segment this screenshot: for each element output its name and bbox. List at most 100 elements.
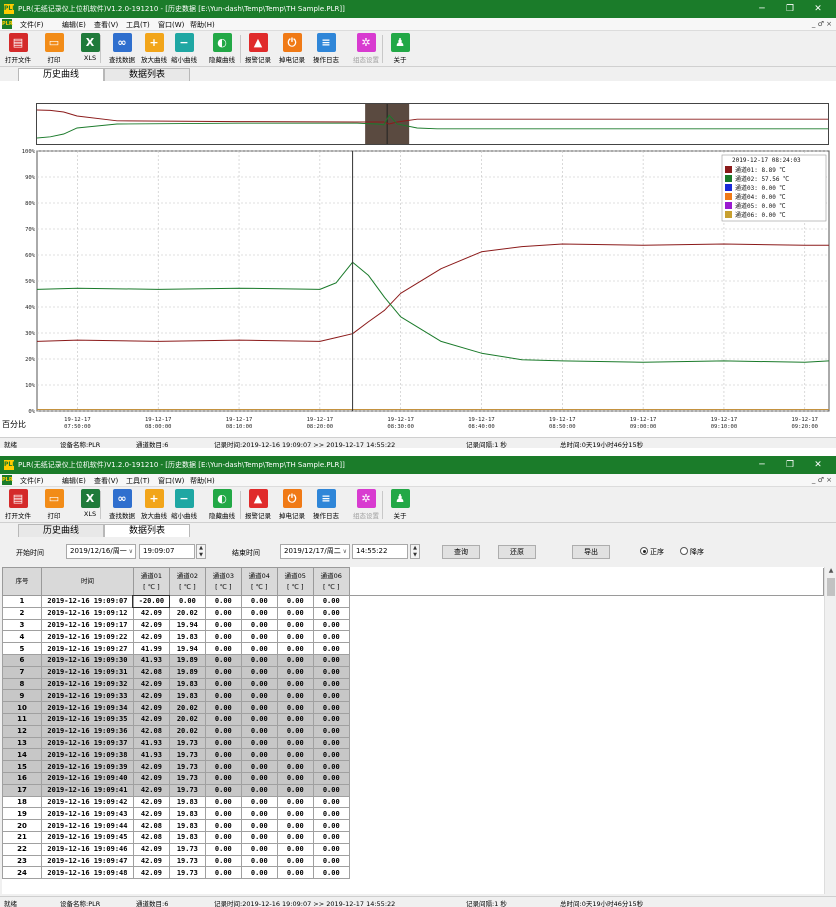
table-row[interactable]: 22 2019-12-16 19:09:46 42.09 19.73 0.00 0.00 0… xyxy=(2,842,824,856)
table-row[interactable]: 20 2019-12-16 19:09:44 42.08 19.83 0.00 0.00 0… xyxy=(2,819,824,832)
start-time-spinner[interactable]: ▲ ▼ xyxy=(196,544,206,559)
scroll-up-icon[interactable]: ▲ xyxy=(828,567,834,574)
column-header[interactable]: 通道01 [ ℃ ] xyxy=(132,567,170,596)
column-header[interactable]: 序号 xyxy=(2,567,42,596)
start-time-field[interactable]: 19:09:07 xyxy=(139,544,195,559)
menu-file[interactable]: 文件(F) xyxy=(20,477,44,485)
table-row[interactable]: 2 2019-12-16 19:09:12 42.09 20.02 0.00 0.00 0.… xyxy=(2,606,824,620)
toolbar-button-binoculars[interactable]: ∞ 查找数据 xyxy=(106,489,138,521)
document-icon[interactable]: PLR xyxy=(2,19,13,29)
toolbar-button-about-person[interactable]: ♟ 关于 xyxy=(384,33,416,65)
overview-chart[interactable] xyxy=(36,103,829,145)
desc-order-radio[interactable]: 降序 xyxy=(680,547,704,557)
table-row[interactable]: 18 2019-12-16 19:09:42 42.09 19.83 0.00 0.00 0… xyxy=(2,795,824,809)
menu-tools[interactable]: 工具(T) xyxy=(126,477,150,485)
toolbar-button-excel[interactable]: X XLS xyxy=(74,33,106,65)
tab-data-list[interactable]: 数据列表 xyxy=(104,524,190,538)
export-button[interactable]: 导出 xyxy=(572,545,610,559)
toolbar-button-excel[interactable]: X XLS xyxy=(74,489,106,521)
tab-data-list[interactable]: 数据列表 xyxy=(104,68,190,81)
column-header[interactable]: 通道03 [ ℃ ] xyxy=(204,567,242,596)
toolbar-button-log[interactable]: ≡ 操作日志 xyxy=(310,489,342,521)
toolbar-button-settings-gear[interactable]: ✲ 组态设置 xyxy=(350,489,382,521)
toolbar-button-print[interactable]: ▭ 打印 xyxy=(38,489,70,521)
menu-view[interactable]: 查看(V) xyxy=(94,21,119,29)
toolbar-button-hide-curve[interactable]: ◐ 隐藏曲线 xyxy=(206,33,238,65)
menu-help[interactable]: 帮助(H) xyxy=(190,477,215,485)
table-row[interactable]: 3 2019-12-16 19:09:17 42.09 19.94 0.00 0.00 0.… xyxy=(2,618,824,632)
toolbar-button-zoom-in[interactable]: + 放大曲线 xyxy=(138,33,170,65)
menu-file[interactable]: 文件(F) xyxy=(20,21,44,29)
vertical-scrollbar[interactable]: ▲ xyxy=(824,567,836,894)
toolbar-button-zoom-out[interactable]: − 缩小曲线 xyxy=(168,33,200,65)
menu-help[interactable]: 帮助(H) xyxy=(190,21,215,29)
mdi-child-controls[interactable]: _ ♂ × xyxy=(811,20,832,28)
table-row[interactable]: 17 2019-12-16 19:09:41 42.09 19.73 0.00 0.00 0… xyxy=(2,783,824,797)
menu-view[interactable]: 查看(V) xyxy=(94,477,119,485)
column-header[interactable]: 时间 xyxy=(40,567,134,596)
toolbar-button-power[interactable]: ⏻ 掉电记录 xyxy=(276,489,308,521)
toolbar-button-zoom-out[interactable]: − 缩小曲线 xyxy=(168,489,200,521)
tab-history-curve[interactable]: 历史曲线 xyxy=(18,524,104,537)
toolbar-button-open-file[interactable]: ▤ 打开文件 xyxy=(0,33,36,65)
document-icon[interactable]: PLR xyxy=(2,475,13,485)
restore-button[interactable]: ❐ xyxy=(785,4,795,14)
history-line-chart[interactable]: 100% 90% 80% 70% 60% 50% 40% 30% 20% 10% 0% 19-12-1… xyxy=(0,147,836,437)
start-date-picker[interactable]: 2019/12/16/周一 ∨ xyxy=(66,544,136,559)
column-header[interactable]: 通道06 [ ℃ ] xyxy=(312,567,350,596)
table-row[interactable]: 11 2019-12-16 19:09:35 42.09 20.02 0.00 0.00 0… xyxy=(2,712,824,726)
menu-edit[interactable]: 编辑(E) xyxy=(62,21,86,29)
toolbar-button-alarm-bell[interactable]: ▲ 报警记录 xyxy=(242,33,274,65)
table-row[interactable]: 16 2019-12-16 19:09:40 42.09 19.73 0.00 0.00 0… xyxy=(2,771,824,785)
table-row[interactable]: 6 2019-12-16 19:09:30 41.93 19.89 0.00 0.00 0.… xyxy=(2,653,824,667)
table-row[interactable]: 9 2019-12-16 19:09:33 42.09 19.83 0.00 0.00 0.… xyxy=(2,689,824,703)
toolbar-button-power[interactable]: ⏻ 掉电记录 xyxy=(276,33,308,65)
toolbar-button-about-person[interactable]: ♟ 关于 xyxy=(384,489,416,521)
toolbar-button-binoculars[interactable]: ∞ 查找数据 xyxy=(106,33,138,65)
menu-window[interactable]: 窗口(W) xyxy=(158,477,185,485)
restore-query-button[interactable]: 还原 xyxy=(498,545,536,559)
column-header[interactable]: 通道05 [ ℃ ] xyxy=(276,567,314,596)
query-button[interactable]: 查询 xyxy=(442,545,480,559)
table-row[interactable]: 7 2019-12-16 19:09:31 42.08 19.89 0.00 0.00 0.… xyxy=(2,665,824,679)
title-bar[interactable]: PLR PLR(无纸记录仪上位机软件)V1.2.0-191210 - [历史数据… xyxy=(0,456,836,474)
tab-history-curve[interactable]: 历史曲线 xyxy=(18,68,104,82)
asc-order-radio[interactable]: 正序 xyxy=(640,547,664,557)
minimize-button[interactable]: ─ xyxy=(759,460,765,470)
table-row[interactable]: 13 2019-12-16 19:09:37 41.93 19.73 0.00 0.00 0… xyxy=(2,736,824,750)
mdi-child-controls[interactable]: _ ♂ × xyxy=(811,476,832,484)
table-row[interactable]: 21 2019-12-16 19:09:45 42.08 19.83 0.00 0.00 0… xyxy=(2,830,824,844)
menu-window[interactable]: 窗口(W) xyxy=(158,21,185,29)
table-row[interactable]: 12 2019-12-16 19:09:36 42.08 20.02 0.00 0.00 0… xyxy=(2,724,824,738)
table-row[interactable]: 1 2019-12-16 19:09:07 -20.00 0.00 0.00 0.00 0.… xyxy=(2,594,824,609)
toolbar-button-open-file[interactable]: ▤ 打开文件 xyxy=(0,489,36,521)
table-row[interactable]: 24 2019-12-16 19:09:48 42.09 19.73 0.00 0.00 0… xyxy=(2,866,824,880)
column-header[interactable]: 通道04 [ ℃ ] xyxy=(240,567,278,596)
table-row[interactable]: 15 2019-12-16 19:09:39 42.09 19.73 0.00 0.00 0… xyxy=(2,760,824,773)
table-row[interactable]: 5 2019-12-16 19:09:27 41.99 19.94 0.00 0.00 0.… xyxy=(2,642,824,655)
table-row[interactable]: 8 2019-12-16 19:09:32 42.09 19.83 0.00 0.00 0.… xyxy=(2,677,824,691)
column-header[interactable]: 通道02 [ ℃ ] xyxy=(168,567,206,596)
minimize-button[interactable]: ─ xyxy=(759,4,765,14)
end-time-spinner[interactable]: ▲ ▼ xyxy=(410,544,420,559)
toolbar-button-print[interactable]: ▭ 打印 xyxy=(38,33,70,65)
toolbar-button-zoom-in[interactable]: + 放大曲线 xyxy=(138,489,170,521)
title-bar[interactable]: PLR PLR(无纸记录仪上位机软件)V1.2.0-191210 - [历史数据… xyxy=(0,0,836,18)
table-row[interactable]: 4 2019-12-16 19:09:22 42.09 19.83 0.00 0.00 0.… xyxy=(2,630,824,644)
toolbar-button-log[interactable]: ≡ 操作日志 xyxy=(310,33,342,65)
close-button[interactable]: ✕ xyxy=(814,460,822,470)
restore-button[interactable]: ❐ xyxy=(785,460,795,470)
toolbar-button-settings-gear[interactable]: ✲ 组态设置 xyxy=(350,33,382,65)
menu-tools[interactable]: 工具(T) xyxy=(126,21,150,29)
table-row[interactable]: 10 2019-12-16 19:09:34 42.09 20.02 0.00 0.00 0… xyxy=(2,701,824,714)
end-time-field[interactable]: 14:55:22 xyxy=(352,544,408,559)
menu-edit[interactable]: 编辑(E) xyxy=(62,477,86,485)
table-row[interactable]: 19 2019-12-16 19:09:43 42.09 19.83 0.00 0.00 0… xyxy=(2,807,824,821)
toolbar-button-hide-curve[interactable]: ◐ 隐藏曲线 xyxy=(206,489,238,521)
data-table-container[interactable]: 序号 时间 通道01 [ ℃ ] 通道02 [ ℃ ] 通道03 [ ℃ ] 通道04 [ ℃ ]… xyxy=(2,567,824,894)
table-row[interactable]: 14 2019-12-16 19:09:38 41.93 19.73 0.00 0.00 0… xyxy=(2,748,824,762)
end-date-picker[interactable]: 2019/12/17/周二 ∨ xyxy=(280,544,350,559)
toolbar-button-alarm-bell[interactable]: ▲ 报警记录 xyxy=(242,489,274,521)
table-row[interactable]: 23 2019-12-16 19:09:47 42.09 19.73 0.00 0.00 0… xyxy=(2,854,824,868)
scrollbar-thumb[interactable] xyxy=(827,578,835,596)
